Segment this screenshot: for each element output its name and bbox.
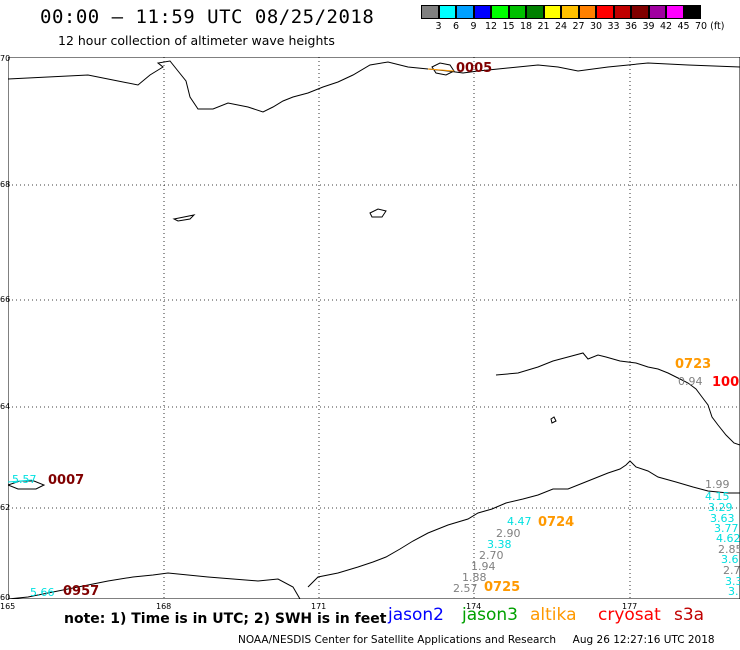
- legend-label: 9: [470, 21, 477, 32]
- legend-swatch: [596, 5, 614, 19]
- obs-value: 2.70: [479, 549, 504, 562]
- legend-swatch: [473, 5, 491, 19]
- sat-cryosat: cryosat: [598, 605, 661, 625]
- lat-label-60: 60: [0, 593, 11, 602]
- legend-swatch: [508, 5, 526, 19]
- coast-south: [8, 572, 301, 599]
- obs-value: 2.7: [723, 564, 740, 577]
- lon-label-171: 171: [311, 602, 327, 611]
- obs-time: 0957: [63, 584, 100, 599]
- obs-value: 4.47: [507, 515, 532, 528]
- obs-value: 4.62: [716, 532, 740, 545]
- obs-value: 0.94: [678, 375, 703, 388]
- track-altika: [427, 68, 455, 72]
- note-text: note: 1) Time is in UTC; 2) SWH is in fe…: [64, 611, 387, 627]
- legend-swatch: [491, 5, 509, 19]
- obs-value: 5.57: [12, 473, 37, 486]
- legend-label: 12: [484, 21, 498, 32]
- obs-value: 2.90: [496, 527, 521, 540]
- obs-value: 2.85: [718, 543, 740, 556]
- obs-value: 1.94: [471, 560, 496, 573]
- track-cryosat: [8, 479, 33, 483]
- obs-value: 4.15: [705, 490, 730, 503]
- obs-value: 3.3: [725, 575, 740, 588]
- legend-swatch: [543, 5, 561, 19]
- obs-time: 0724: [538, 515, 575, 530]
- legend-swatch: [666, 5, 684, 19]
- obs-time: 0005: [456, 61, 493, 76]
- sat-altika: altika: [530, 605, 577, 625]
- legend-swatch: [456, 5, 474, 19]
- island-small-a: [369, 208, 387, 218]
- coast-chukotka: [8, 60, 740, 113]
- lon-label-174: 174: [466, 602, 482, 611]
- page-title: 00:00 – 11:59 UTC 08/25/2018: [40, 6, 375, 28]
- lon-label-165: 165: [0, 602, 16, 611]
- wave-height-legend: [421, 5, 701, 19]
- lon-label-168: 168: [156, 602, 172, 611]
- legend-label: 45: [677, 21, 690, 32]
- lon-label-177: 177: [622, 602, 638, 611]
- obs-value: 3.38: [487, 538, 512, 551]
- legend-swatch: [578, 5, 596, 19]
- legend-swatch: [438, 5, 456, 19]
- obs-time: 0007: [48, 473, 85, 488]
- legend-label: 27: [572, 21, 585, 32]
- obs-value: 3.6: [721, 553, 739, 566]
- lat-label-62: 62: [0, 503, 11, 512]
- obs-time: 100: [712, 375, 740, 390]
- obs-value: 3.63: [710, 512, 735, 525]
- legend-label: 70 (ft): [695, 21, 725, 32]
- lat-label-64: 64: [0, 402, 11, 411]
- obs-value: 2.57: [453, 582, 478, 595]
- legend-label: 15: [502, 21, 515, 32]
- legend-swatch: [561, 5, 579, 19]
- legend-label: 36: [624, 21, 638, 32]
- obs-value: 3.77: [714, 522, 739, 535]
- lat-label-66: 66: [0, 295, 11, 304]
- footer-credit: NOAA/NESDIS Center for Satellite Applica…: [238, 634, 715, 646]
- obs-value: 3.29: [708, 501, 733, 514]
- legend-label: 39: [642, 21, 655, 32]
- legend-label: 18: [519, 21, 533, 32]
- legend-label: 30: [589, 21, 603, 32]
- sat-jason2: jason2: [388, 605, 444, 625]
- island-small-b: [172, 214, 196, 222]
- sat-jason3: jason3: [462, 605, 518, 625]
- map-canvas: [8, 57, 740, 599]
- legend-swatch: [613, 5, 631, 19]
- legend-label: 42: [659, 21, 673, 32]
- sat-s3a: s3a: [674, 605, 705, 625]
- legend-swatch: [683, 5, 701, 19]
- legend-label: 24: [554, 21, 568, 32]
- track-segment-0007: [8, 479, 33, 483]
- coast-alaska-seward: [495, 352, 740, 446]
- coast-alaska-yukon: [307, 460, 740, 588]
- obs-value: 5.66: [30, 586, 55, 599]
- map-area: 70 68 66 64 62 60 165 168 171 174 177 00…: [0, 54, 740, 611]
- legend-label: 21: [537, 21, 550, 32]
- track-segment-0005: [427, 68, 455, 72]
- legend-label: 6: [452, 21, 460, 32]
- obs-value: 3.: [728, 585, 739, 598]
- legend-swatch: [648, 5, 666, 19]
- lat-label-68: 68: [0, 180, 11, 189]
- legend-swatch: [631, 5, 649, 19]
- obs-time: 0723: [675, 357, 712, 372]
- page-subtitle: 12 hour collection of altimeter wave hei…: [58, 33, 335, 48]
- obs-value: 1.99: [705, 478, 730, 491]
- legend-swatch: [421, 5, 439, 19]
- obs-time: 0725: [484, 580, 521, 595]
- legend-label: 33: [607, 21, 620, 32]
- legend-label: 3: [435, 21, 442, 32]
- obs-value: 1.88: [462, 571, 487, 584]
- lat-label-70: 70: [0, 54, 11, 63]
- island-small-c: [550, 416, 557, 424]
- legend-swatch: [526, 5, 544, 19]
- map-frame: [8, 57, 740, 599]
